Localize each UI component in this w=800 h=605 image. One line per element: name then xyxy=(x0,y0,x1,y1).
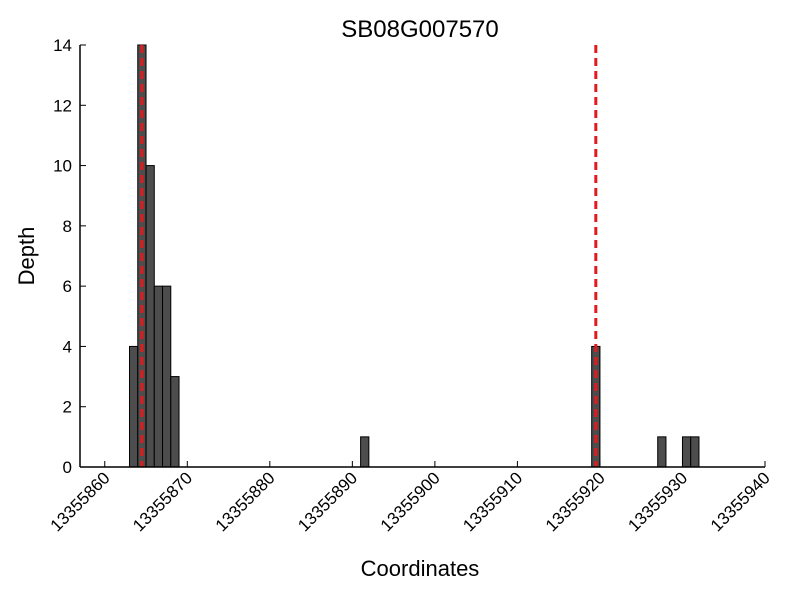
histogram-bar xyxy=(162,285,172,468)
x-tick-label: 13355890 xyxy=(294,468,361,535)
y-tick-label: 10 xyxy=(53,157,72,176)
histogram-bar xyxy=(681,436,692,468)
x-axis-label: Coordinates xyxy=(361,556,480,581)
histogram-bar xyxy=(360,436,370,468)
histogram-bar xyxy=(145,165,155,468)
y-tick-label: 12 xyxy=(53,96,72,115)
x-tick-label: 13355900 xyxy=(377,468,444,535)
bar-group xyxy=(129,44,700,468)
y-tick-label: 4 xyxy=(63,337,72,356)
y-axis-label: Depth xyxy=(14,227,39,286)
histogram-bar xyxy=(129,345,139,468)
y-tick-label: 8 xyxy=(63,217,72,236)
histogram-bar xyxy=(170,376,180,468)
y-tick-label: 0 xyxy=(63,458,72,477)
x-tick-label: 13355870 xyxy=(129,468,196,535)
x-tick-label: 13355920 xyxy=(542,468,609,535)
chart-title: SB08G007570 xyxy=(341,16,498,43)
histogram-bar xyxy=(153,285,164,468)
histogram-bar xyxy=(690,436,700,468)
y-tick-label: 14 xyxy=(53,36,72,55)
y-tick-label: 6 xyxy=(63,277,72,296)
x-tick-label: 13355940 xyxy=(707,468,774,535)
histogram-bar xyxy=(657,436,667,468)
x-tick-label: 13355930 xyxy=(624,468,691,535)
reference-line-group xyxy=(140,45,598,467)
x-tick-label: 13355880 xyxy=(212,468,279,535)
x-tick-label: 13355910 xyxy=(459,468,526,535)
y-tick-label: 2 xyxy=(63,398,72,417)
x-tick-label: 13355860 xyxy=(47,468,114,535)
